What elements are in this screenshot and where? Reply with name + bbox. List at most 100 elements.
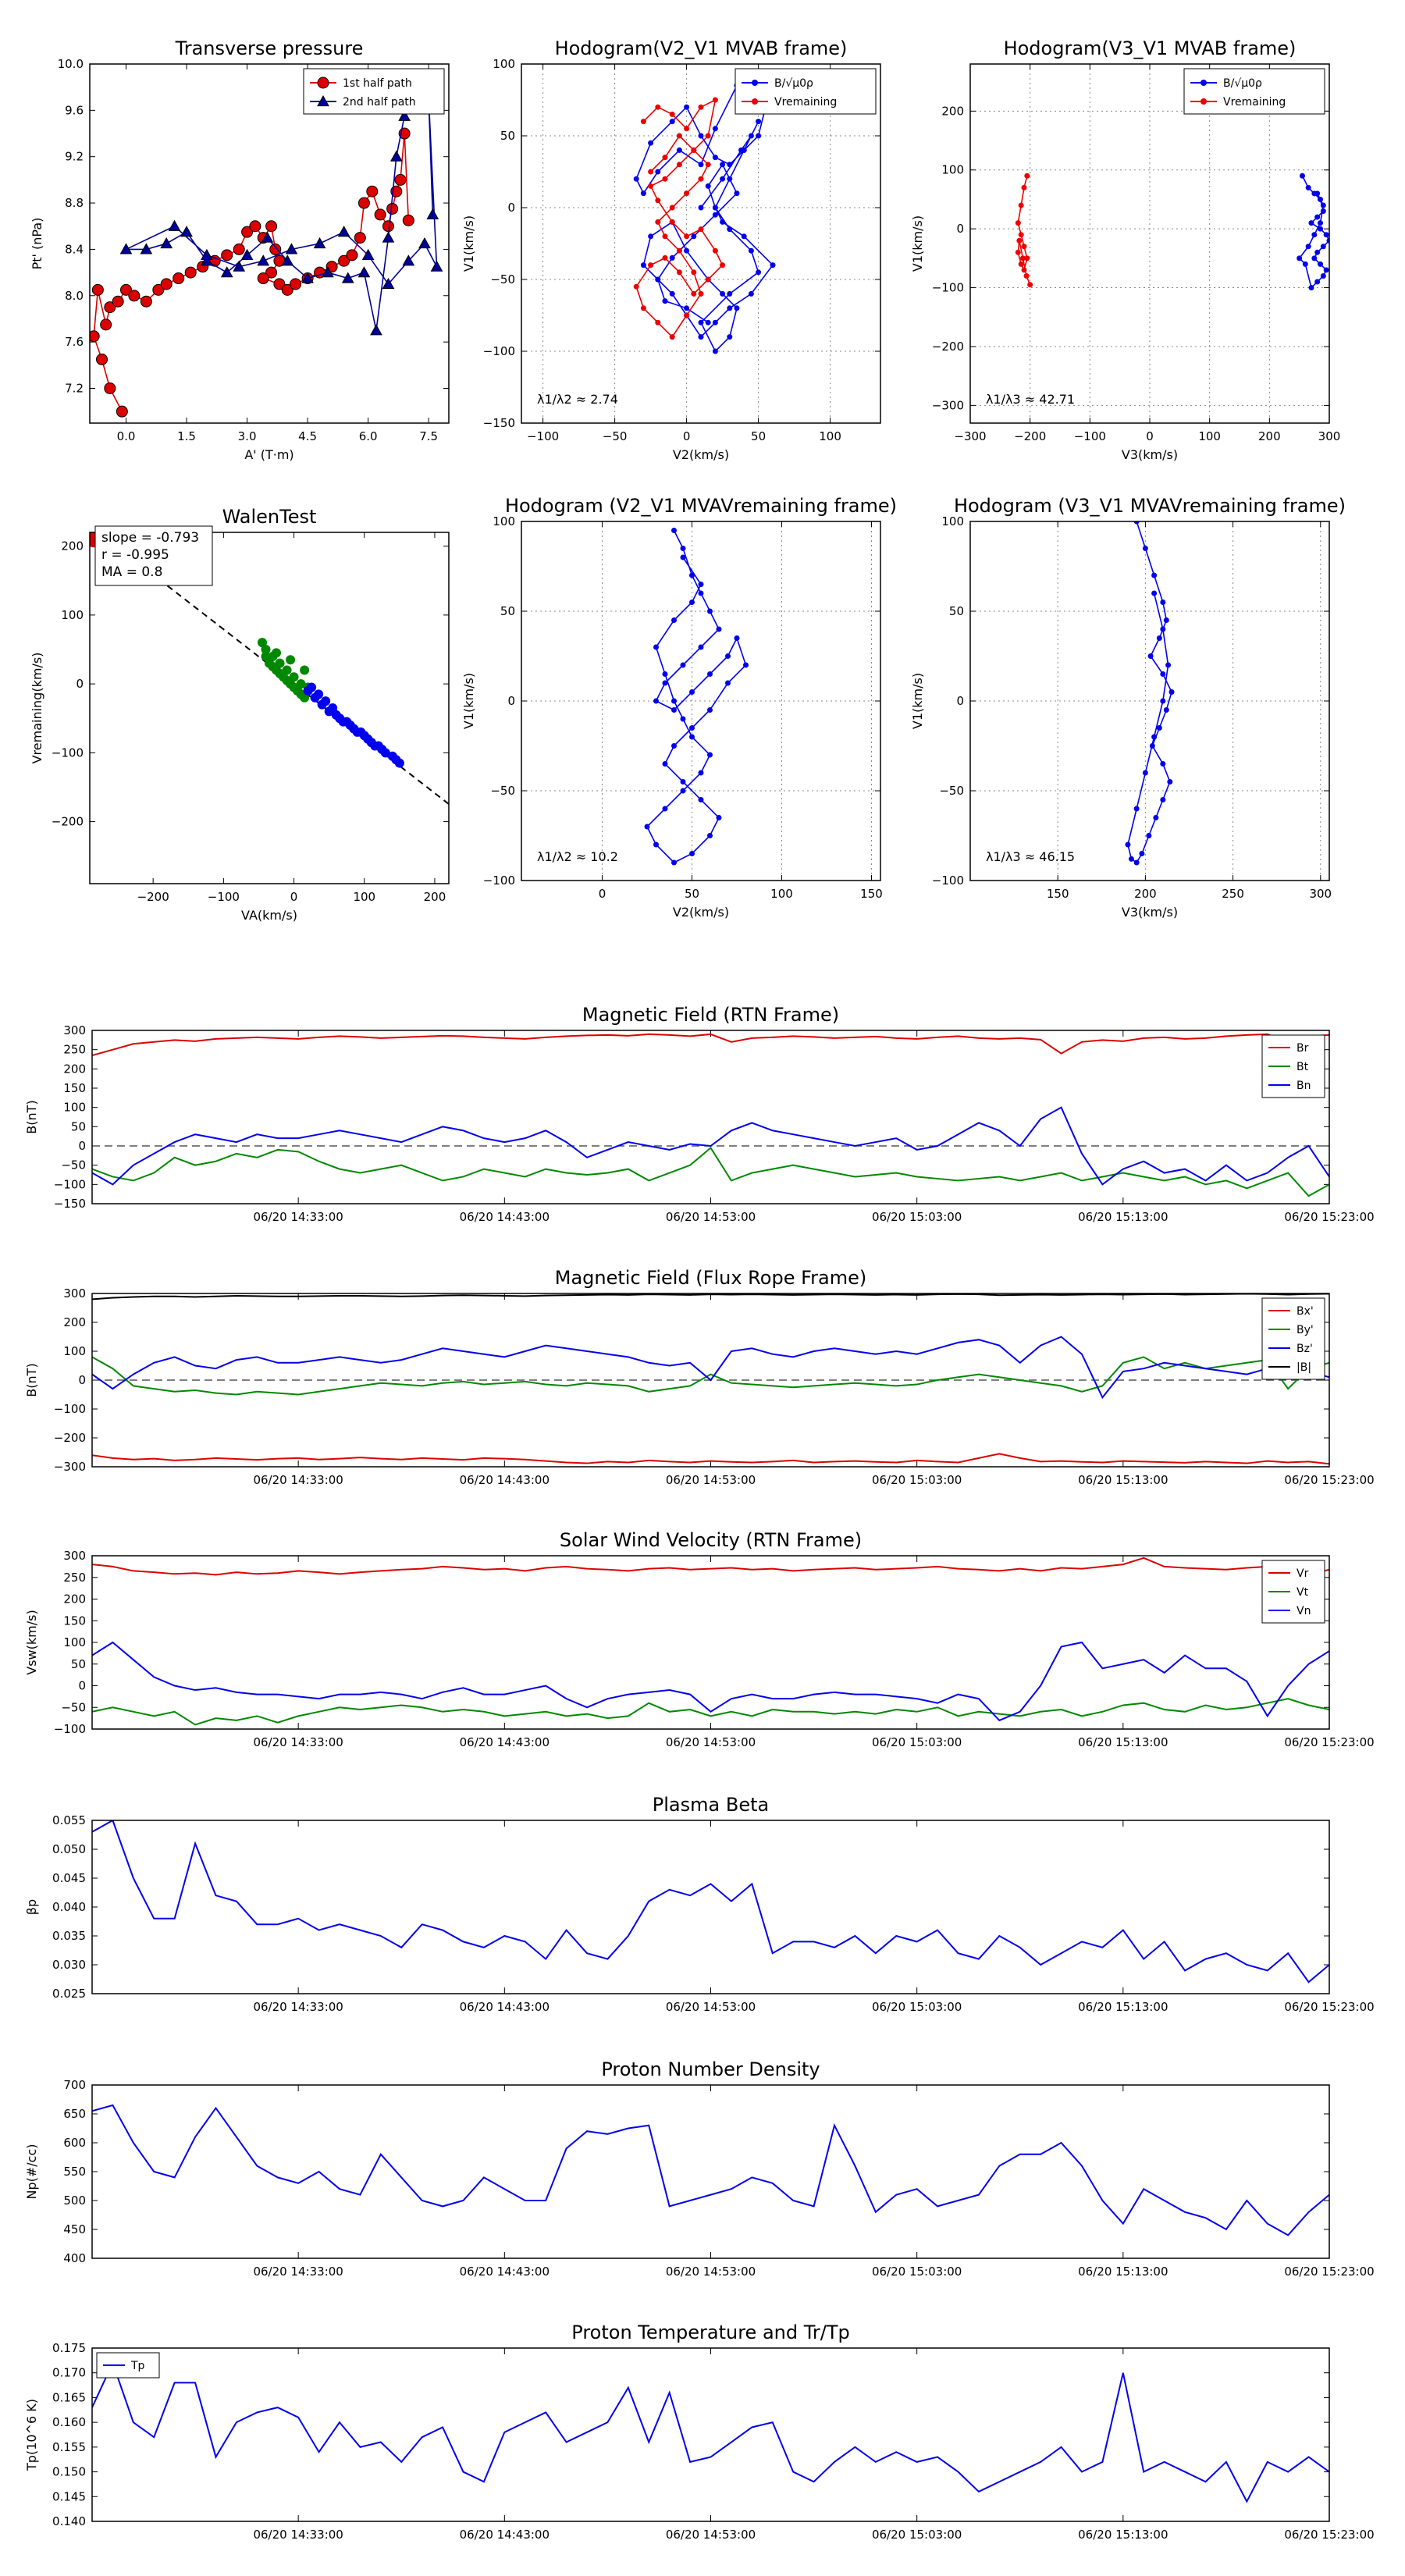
data-point <box>116 405 128 418</box>
data-point <box>698 644 704 650</box>
legend-label: Bn <box>1297 1080 1311 1092</box>
data-point <box>720 290 726 297</box>
data-point <box>1147 653 1154 659</box>
y-tick-label: 250 <box>63 1043 86 1057</box>
data-point <box>712 247 718 254</box>
x-tick-label: 06/20 15:23:00 <box>1284 1210 1374 1224</box>
x-tick-label: 06/20 14:43:00 <box>460 2000 550 2014</box>
y-tick-label: 550 <box>63 2165 86 2179</box>
timeseries-data <box>92 2361 1329 2503</box>
data-point <box>337 226 350 237</box>
x-axis-label: V2(km/s) <box>673 905 729 920</box>
hodo4-data <box>1125 521 1175 866</box>
y-tick-label: 9.6 <box>65 103 84 117</box>
data-point <box>346 249 358 262</box>
data-point <box>1139 851 1145 856</box>
chart-title: Solar Wind Velocity (RTN Frame) <box>560 1529 862 1551</box>
series-line-B <box>635 77 774 353</box>
y-axis-label: Vremaining(km/s) <box>30 653 44 764</box>
data-point <box>655 169 661 175</box>
series-line-V <box>635 98 724 338</box>
y-tick-label: 100 <box>941 514 964 528</box>
data-point <box>289 672 299 682</box>
y-tick-label: 8.8 <box>65 196 84 210</box>
data-point <box>727 162 733 168</box>
data-point <box>725 680 731 686</box>
data-point <box>104 301 116 314</box>
y-tick-label: 10.0 <box>58 57 84 71</box>
y-tick-label: 0.025 <box>52 1987 86 2001</box>
y-tick-label: 400 <box>63 2251 86 2265</box>
legend-label: 1st half path <box>343 77 412 90</box>
y-tick-label: 7.6 <box>65 335 84 349</box>
data-point <box>184 266 197 279</box>
data-point <box>1142 546 1148 551</box>
x-tick-label: 06/20 14:53:00 <box>666 2528 756 2542</box>
x-tick-label: 06/20 14:53:00 <box>666 2000 756 2014</box>
y-tick-label: 250 <box>63 1571 86 1585</box>
data-point <box>398 109 411 121</box>
data-point <box>756 133 762 139</box>
chart-title: Hodogram (V2_V1 MVAVremaining frame) <box>505 495 897 517</box>
data-point <box>684 104 690 110</box>
ratio-annotation: λ1/λ2 ≈ 10.2 <box>537 849 618 864</box>
y-tick-label: 600 <box>63 2136 86 2150</box>
y-tick-label: 8.0 <box>65 289 84 303</box>
data-point <box>698 176 704 182</box>
y-tick-label: 0 <box>78 1139 86 1153</box>
data-point <box>382 231 395 243</box>
data-point <box>112 295 124 308</box>
data-point <box>100 318 112 331</box>
x-tick-label: 06/20 14:43:00 <box>460 2265 550 2279</box>
data-point <box>1027 282 1033 288</box>
x-tick-label: 0 <box>599 887 606 901</box>
data-point <box>689 600 695 605</box>
data-point <box>1165 662 1172 668</box>
data-point <box>648 233 654 240</box>
x-tick-label: 200 <box>424 890 446 904</box>
timeseries-panel: 06/20 14:33:00 06/20 14:43:00 06/20 14:53:… <box>24 1004 1375 1224</box>
data-point <box>1018 232 1024 238</box>
data-point <box>707 752 713 758</box>
y-tick-label: 0.035 <box>52 1929 86 1943</box>
axes-frame <box>91 1293 1330 1468</box>
data-point <box>640 190 646 197</box>
data-point <box>748 290 754 297</box>
data-point <box>363 734 373 744</box>
ratio-annotation: λ1/λ2 ≈ 2.74 <box>537 392 618 407</box>
y-tick-label: 0.050 <box>52 1842 86 1856</box>
data-point <box>680 788 686 794</box>
y-tick-label: 0 <box>507 201 515 215</box>
data-point <box>391 755 401 765</box>
series-line-Bz' <box>92 1336 1329 1400</box>
x-tick-label: 4.5 <box>298 429 317 443</box>
y-tick-label: 100 <box>63 1101 86 1115</box>
data-point <box>707 671 713 677</box>
data-point <box>648 169 654 175</box>
y-tick-label: 150 <box>63 1081 86 1095</box>
series-line-Vr <box>92 1557 1329 1577</box>
x-tick-label: 06/20 14:43:00 <box>460 1735 550 1749</box>
y-tick-label: 0.160 <box>52 2415 86 2429</box>
data-point <box>300 665 310 675</box>
x-tick-label: 06/20 14:53:00 <box>666 2265 756 2279</box>
data-point <box>689 725 695 731</box>
y-tick-label: 450 <box>63 2222 86 2236</box>
data-point <box>221 249 233 262</box>
data-point <box>743 662 749 668</box>
data-point <box>648 140 654 146</box>
data-point <box>1024 255 1030 262</box>
y-tick-label: 200 <box>941 104 964 118</box>
data-point <box>669 290 675 297</box>
data-point <box>382 277 395 290</box>
data-point <box>705 319 711 326</box>
data-point <box>374 208 386 221</box>
y-tick-label: 300 <box>63 1549 86 1563</box>
data-point <box>402 214 414 226</box>
data-point <box>321 696 331 706</box>
data-point <box>716 815 722 820</box>
x-tick-label: 06/20 14:33:00 <box>253 1735 343 1749</box>
data-point <box>1160 626 1166 632</box>
data-point <box>689 734 695 740</box>
